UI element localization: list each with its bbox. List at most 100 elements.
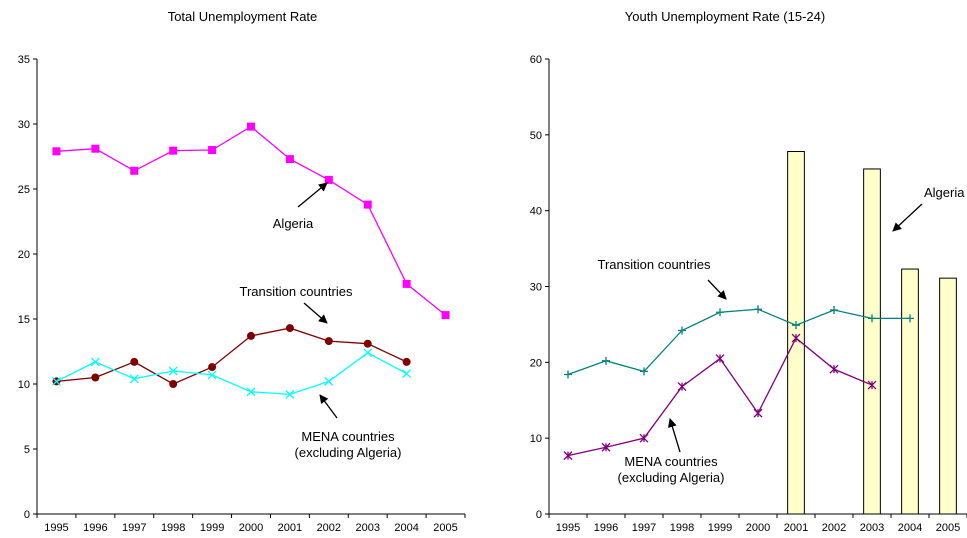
x-tick-label: 2000 [746,522,770,534]
y-tick-label: 40 [530,206,542,218]
data-point [601,442,611,452]
data-point [563,451,573,461]
bar [787,151,805,515]
data-point [324,376,334,386]
data-point [715,354,725,364]
data-point [402,279,411,288]
y-tick-label: 30 [18,119,30,131]
data-point [169,146,178,155]
bar [901,268,919,515]
data-point [285,155,294,164]
y-tick-label: 35 [18,54,30,66]
data-point [867,380,877,390]
data-point [247,331,255,340]
data-point [52,147,61,156]
data-point [441,311,450,320]
x-tick-label: 2004 [394,522,418,534]
x-tick-label: 1999 [708,522,732,534]
annotation-arrow [892,203,923,232]
data-point [678,326,686,335]
y-tick-label: 25 [18,184,30,196]
x-tick-label: 2000 [239,522,263,534]
x-tick-label: 1997 [122,522,146,534]
annotation-arrow [303,302,328,324]
data-point [247,122,255,131]
x-tick-label: 2003 [860,522,884,534]
data-point [792,321,800,330]
data-point [363,339,372,348]
y-tick-label: 15 [18,314,30,326]
data-point [90,357,100,367]
x-tick-label: 1997 [632,522,656,534]
data-point [830,306,838,315]
y-tick-label: 10 [18,379,30,391]
data-point [639,433,649,443]
annotation-label: Algeria [273,216,314,231]
chart-title-total: Total Unemployment Rate [167,9,318,24]
y-tick-label: 5 [24,444,30,456]
annotation-label: Transition countries [240,284,353,299]
x-tick-label: 2002 [317,522,341,534]
data-point [754,305,762,314]
data-point [130,357,139,366]
data-point [285,324,294,333]
data-point [791,333,801,343]
y-tick-label: 20 [530,357,542,369]
data-point [91,373,100,382]
data-point [640,367,648,376]
data-point [829,364,839,374]
annotation-arrow [319,394,338,419]
data-point [246,387,256,397]
data-point [208,363,217,372]
y-tick-label: 0 [536,509,542,521]
data-point [130,166,139,175]
y-tick-label: 60 [530,54,542,66]
data-point [285,389,295,399]
data-point [602,356,610,365]
data-point [324,337,333,346]
annotation-label: (excluding Algeria) [618,470,725,485]
data-point [129,374,139,384]
data-point [208,146,217,154]
annotation-label: Transition countries [598,257,711,272]
annotation-arrow [297,182,328,208]
series-line [56,327,407,385]
x-tick-label: 1998 [161,522,185,534]
x-tick-label: 1999 [200,522,224,534]
annotation-label: MENA countries [301,429,395,444]
data-point [363,348,373,358]
annotation-arrow [707,279,727,300]
x-tick-label: 2002 [822,522,846,534]
data-point [677,382,687,392]
data-point [91,144,100,153]
x-tick-label: 2003 [355,522,379,534]
annotation-label: Algeria [924,185,965,200]
x-tick-label: 2005 [433,522,457,534]
y-tick-label: 20 [18,249,30,261]
data-point [753,408,763,418]
y-tick-label: 0 [24,509,30,521]
y-tick-label: 30 [530,282,542,294]
x-tick-label: 1996 [594,522,618,534]
annotation-label: (excluding Algeria) [295,445,402,460]
x-tick-label: 2001 [784,522,808,534]
data-point [207,370,217,380]
data-point [906,314,914,323]
data-point [51,376,61,386]
data-point [564,370,572,379]
annotation-label: MENA countries [624,454,718,469]
x-tick-label: 1995 [44,522,68,534]
data-point [402,369,412,379]
data-point [169,380,178,388]
youth-unemployment-chart: 0 10 20 30 40 50 60 1995 1996 1997 1998 1999 2000 200… [530,54,967,534]
series-line [567,308,910,376]
data-point [402,357,411,366]
bar [939,277,957,515]
series-line [56,352,407,396]
y-tick-label: 50 [530,130,542,142]
x-tick-label: 1995 [556,522,580,534]
x-tick-label: 1998 [670,522,694,534]
y-tick-label: 10 [530,433,542,445]
data-point [363,200,372,209]
